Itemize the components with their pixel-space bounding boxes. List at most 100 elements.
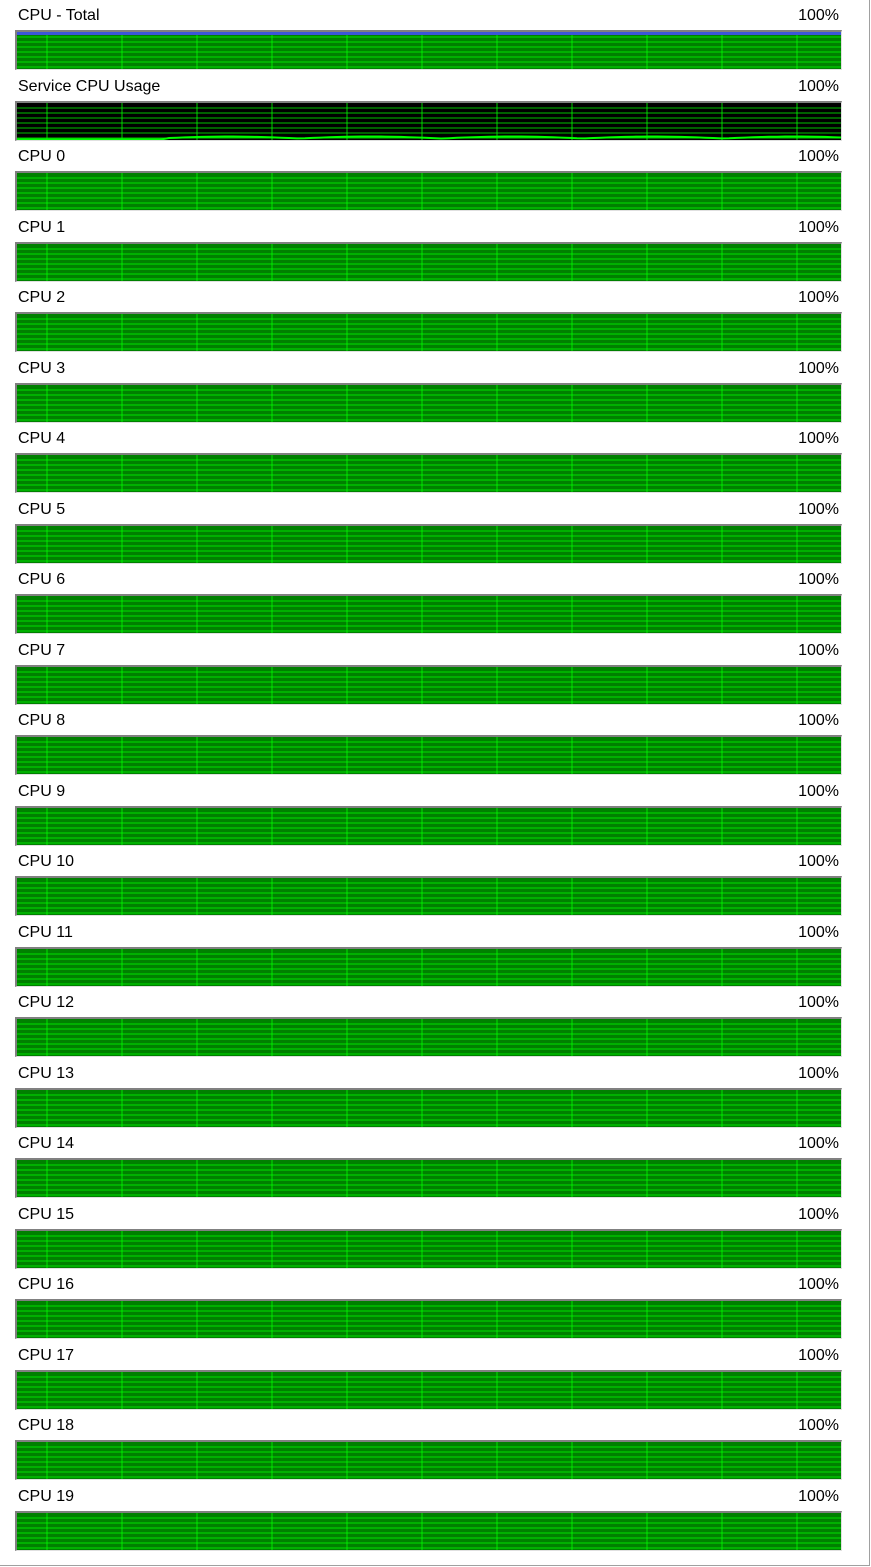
usage-fill bbox=[17, 525, 841, 563]
meter-percentage: 100% bbox=[798, 148, 839, 165]
usage-graph bbox=[15, 946, 842, 987]
meter-row: CPU 15 100% bbox=[0, 1199, 860, 1269]
meter-percentage: 100% bbox=[798, 641, 839, 659]
usage-fill bbox=[17, 878, 841, 915]
meter-row: CPU 13 100% bbox=[0, 1058, 860, 1128]
meter-label: CPU 14 bbox=[18, 1135, 75, 1152]
meter-percentage: 100% bbox=[798, 1346, 839, 1364]
usage-graph bbox=[15, 1158, 842, 1198]
meter-label: CPU 19 bbox=[18, 1487, 75, 1505]
usage-fill bbox=[17, 384, 841, 422]
usage-graph bbox=[15, 241, 842, 282]
meter-percentage: 100% bbox=[798, 1064, 839, 1082]
meter-percentage: 100% bbox=[798, 853, 839, 870]
total-usage-topline bbox=[17, 32, 841, 35]
usage-fill bbox=[17, 1230, 841, 1268]
graph-background bbox=[17, 102, 841, 140]
meter-percentage: 100% bbox=[798, 1276, 839, 1293]
usage-graph bbox=[15, 1369, 842, 1410]
meter-row: CPU 3 100% bbox=[0, 353, 860, 423]
usage-graph bbox=[15, 594, 842, 634]
usage-graph bbox=[15, 805, 842, 846]
usage-graph bbox=[15, 453, 842, 493]
meter-row: CPU 19 100% bbox=[0, 1481, 860, 1551]
meter-label: CPU 6 bbox=[18, 571, 66, 588]
meter-row: CPU 9 100% bbox=[0, 776, 860, 846]
meter-label: CPU 11 bbox=[18, 923, 73, 941]
meter-label: Service CPU Usage bbox=[18, 77, 161, 95]
usage-graph bbox=[15, 523, 842, 564]
usage-graph bbox=[15, 735, 842, 775]
usage-fill bbox=[17, 807, 841, 845]
usage-graph bbox=[15, 1510, 842, 1551]
meter-label: CPU 10 bbox=[18, 853, 75, 870]
usage-graph bbox=[15, 1087, 842, 1128]
meter-percentage: 100% bbox=[798, 1417, 839, 1434]
meter-percentage: 100% bbox=[798, 430, 839, 447]
meter-percentage: 100% bbox=[798, 712, 839, 729]
usage-trace bbox=[17, 135, 841, 140]
usage-fill bbox=[17, 1442, 841, 1479]
usage-fill bbox=[17, 1089, 841, 1127]
meter-row: CPU 14 100% bbox=[0, 1128, 860, 1198]
usage-fill bbox=[17, 455, 841, 492]
usage-fill bbox=[17, 1371, 841, 1409]
meter-label: CPU 1 bbox=[18, 218, 66, 236]
usage-fill bbox=[17, 596, 841, 633]
usage-fill bbox=[17, 737, 841, 774]
meter-label: CPU 4 bbox=[18, 430, 66, 447]
usage-fill bbox=[17, 314, 841, 351]
usage-fill bbox=[17, 1019, 841, 1056]
meter-percentage: 100% bbox=[798, 782, 839, 800]
usage-fill bbox=[17, 1301, 841, 1338]
meter-label: CPU 17 bbox=[18, 1346, 75, 1364]
meter-label: CPU 7 bbox=[18, 641, 66, 659]
meter-row: CPU 11 100% bbox=[0, 917, 860, 987]
meter-label: CPU 16 bbox=[18, 1276, 75, 1293]
usage-graph bbox=[15, 1228, 842, 1269]
meter-row: CPU 10 100% bbox=[0, 846, 860, 916]
meter-row: CPU 2 100% bbox=[0, 282, 860, 352]
meter-percentage: 100% bbox=[798, 77, 839, 95]
meter-percentage: 100% bbox=[798, 289, 839, 306]
usage-fill bbox=[17, 32, 841, 69]
meter-label: CPU 13 bbox=[18, 1064, 75, 1082]
meter-percentage: 100% bbox=[798, 571, 839, 588]
meter-percentage: 100% bbox=[798, 218, 839, 236]
meter-row: CPU 5 100% bbox=[0, 494, 860, 564]
meter-row: CPU 18 100% bbox=[0, 1410, 860, 1480]
meter-label: CPU 2 bbox=[18, 289, 66, 306]
meter-percentage: 100% bbox=[798, 1205, 839, 1223]
meter-label: CPU - Total bbox=[18, 7, 100, 24]
meter-label: CPU 12 bbox=[18, 994, 75, 1011]
usage-graph bbox=[15, 1440, 842, 1480]
meter-row: CPU 16 100% bbox=[0, 1269, 860, 1339]
meter-row: CPU 0 100% bbox=[0, 141, 860, 211]
usage-fill bbox=[17, 173, 841, 210]
meter-percentage: 100% bbox=[798, 1135, 839, 1152]
usage-graph bbox=[15, 382, 842, 423]
usage-graph bbox=[15, 876, 842, 916]
meter-row: Service CPU Usage 100% bbox=[0, 71, 860, 141]
meter-percentage: 100% bbox=[798, 359, 839, 377]
meter-label: CPU 15 bbox=[18, 1205, 75, 1223]
meter-row: CPU 6 100% bbox=[0, 564, 860, 634]
meter-label: CPU 3 bbox=[18, 359, 66, 377]
meter-percentage: 100% bbox=[798, 500, 839, 518]
usage-fill bbox=[17, 666, 841, 704]
meter-percentage: 100% bbox=[798, 7, 839, 24]
meter-row: CPU - Total 100% bbox=[0, 0, 860, 70]
meter-label: CPU 9 bbox=[18, 782, 66, 800]
meter-row: CPU 8 100% bbox=[0, 705, 860, 775]
meter-percentage: 100% bbox=[798, 994, 839, 1011]
meter-percentage: 100% bbox=[798, 1487, 839, 1505]
usage-fill bbox=[17, 243, 841, 281]
meter-row: CPU 12 100% bbox=[0, 987, 860, 1057]
usage-graph bbox=[15, 1299, 842, 1339]
meter-row: CPU 7 100% bbox=[0, 635, 860, 705]
meter-row: CPU 1 100% bbox=[0, 212, 860, 282]
meter-row: CPU 17 100% bbox=[0, 1340, 860, 1410]
usage-graph bbox=[15, 312, 842, 352]
meter-label: CPU 5 bbox=[18, 500, 66, 518]
